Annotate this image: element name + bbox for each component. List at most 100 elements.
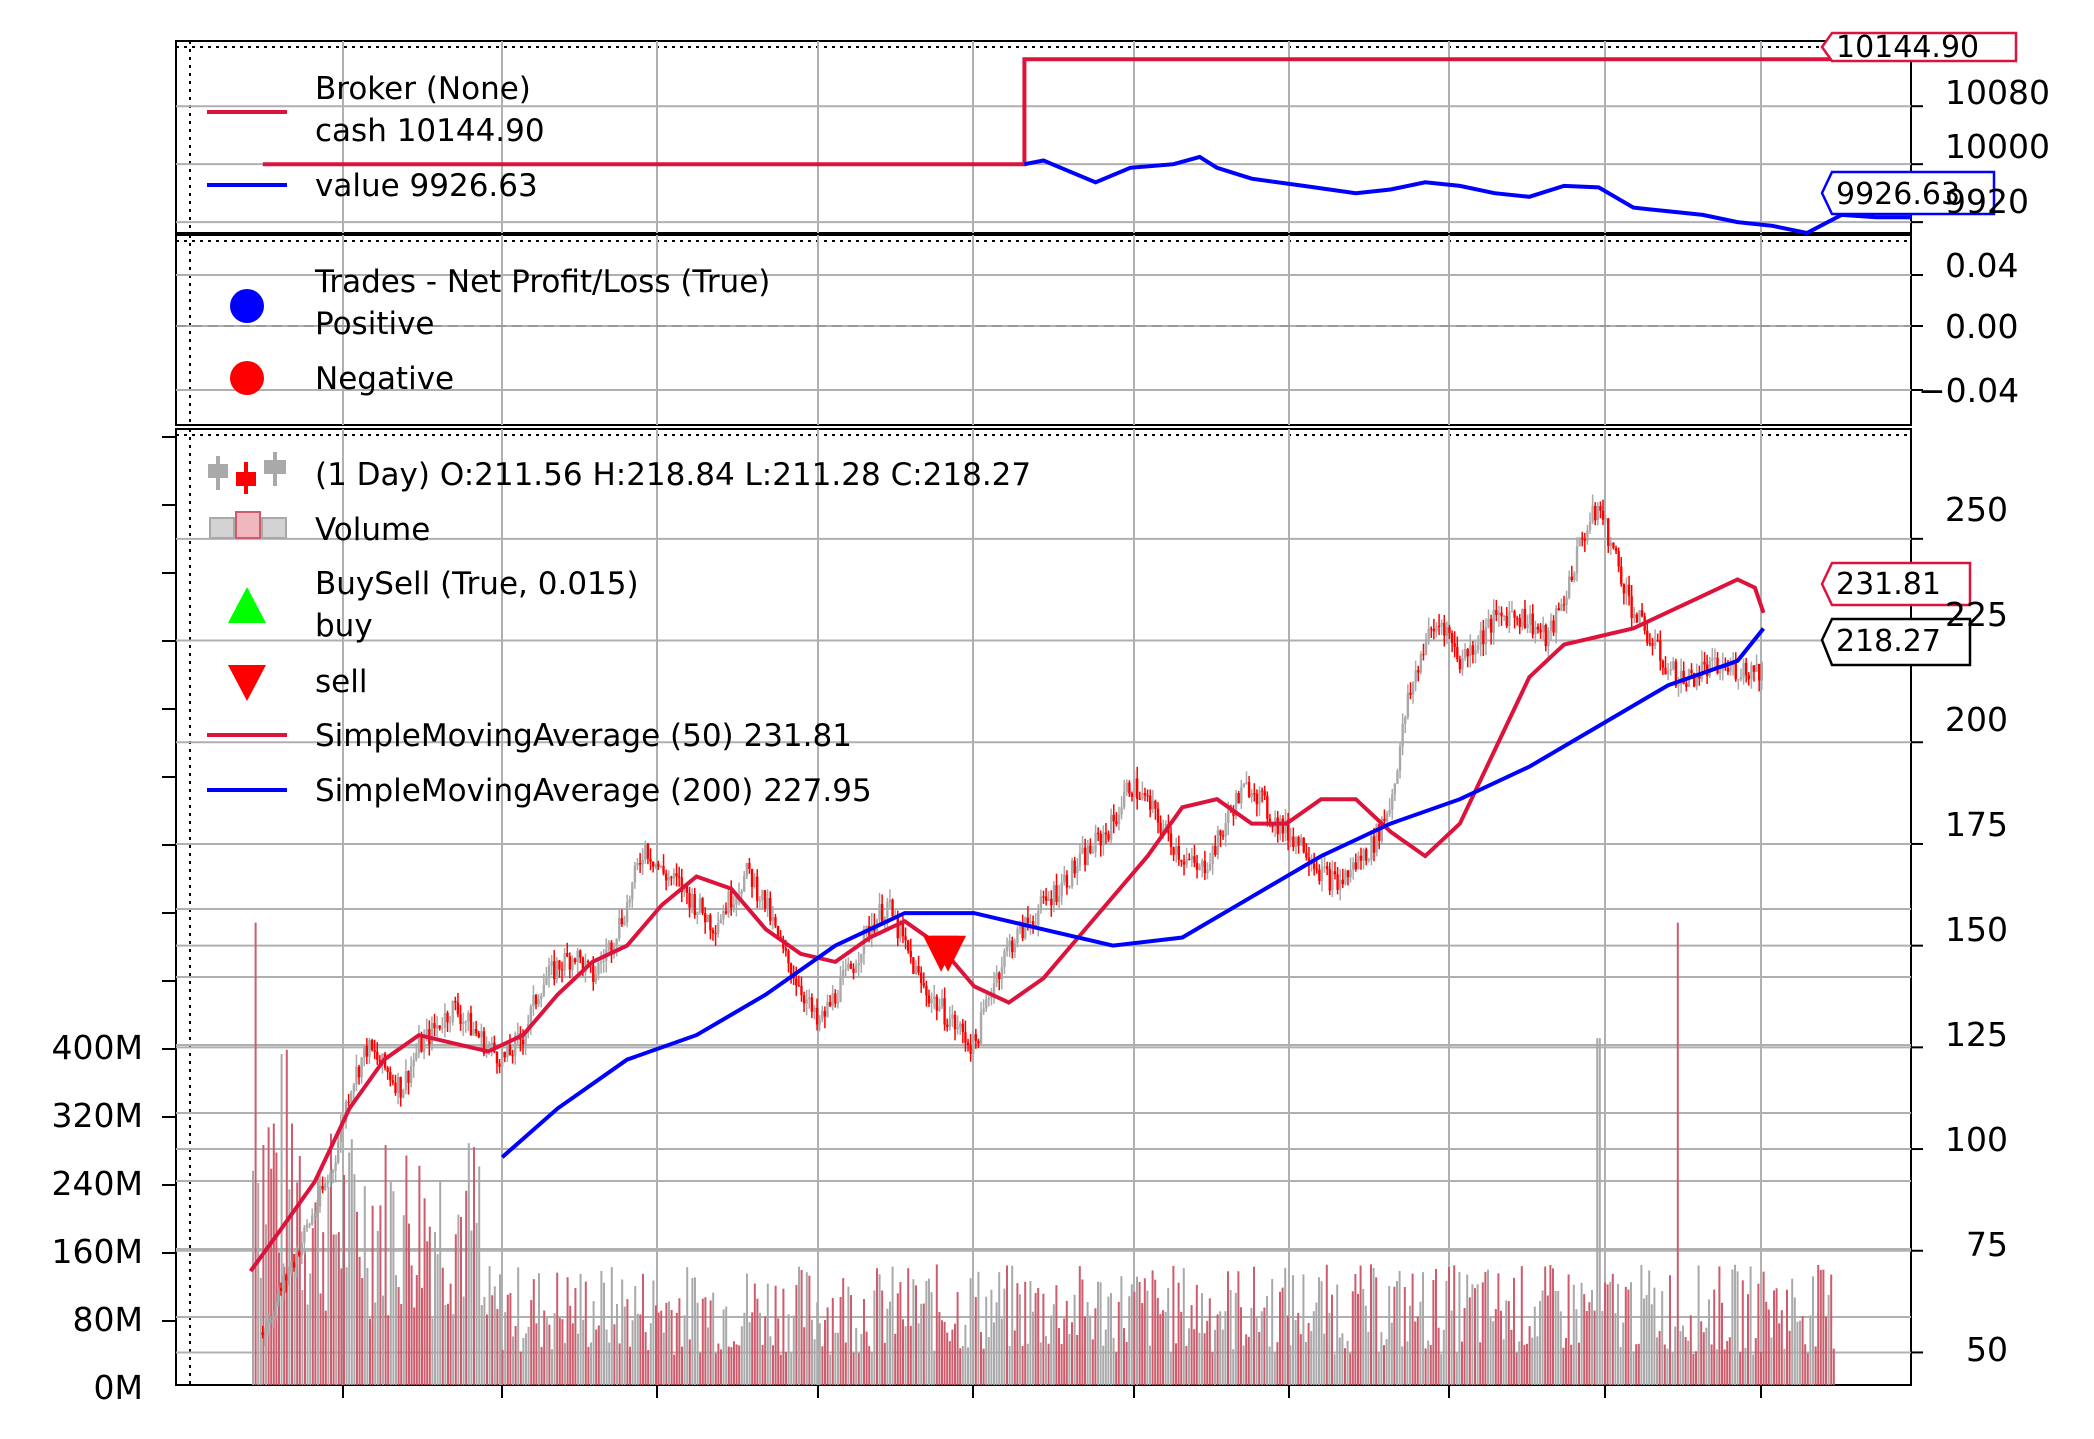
volume-bar <box>1151 1270 1154 1385</box>
candle-body <box>1739 677 1743 680</box>
volume-bar <box>1271 1279 1274 1385</box>
volume-bar <box>561 1319 564 1385</box>
volume-bar <box>1396 1281 1398 1385</box>
candle-body <box>631 882 634 900</box>
candle-body <box>935 996 938 1011</box>
volume-ytick-label: 320M <box>52 1096 143 1135</box>
volume-bar <box>1442 1329 1445 1385</box>
candle-body <box>940 998 944 1007</box>
candle-body <box>1692 672 1696 687</box>
candle-body <box>1325 866 1329 870</box>
volume-bar <box>686 1267 689 1385</box>
candle-body <box>422 1036 426 1052</box>
volume-bar <box>1528 1326 1531 1385</box>
volume-bar <box>670 1309 673 1385</box>
volume-bar <box>1770 1337 1773 1385</box>
candle-body <box>719 919 722 924</box>
candle-body <box>1484 627 1488 645</box>
volume-bar <box>933 1350 936 1385</box>
volume-bar <box>1024 1281 1027 1385</box>
candle-body <box>1664 667 1667 675</box>
volume-bar <box>636 1313 639 1385</box>
candle-body <box>1427 628 1430 641</box>
candle-body <box>402 1089 405 1098</box>
volume-bar <box>1596 1038 1599 1385</box>
candle-body <box>277 1288 280 1302</box>
volume-ytick-label: 80M <box>73 1300 143 1339</box>
candle-body <box>1323 866 1326 868</box>
candle-body <box>1539 629 1542 633</box>
volume-bar <box>1627 1289 1630 1385</box>
volume-bar <box>1819 1270 1822 1385</box>
candle-body <box>992 982 996 996</box>
volume-bar <box>366 1267 369 1385</box>
volume-bar <box>618 1343 621 1385</box>
candle-body <box>537 999 540 1005</box>
volume-bar <box>584 1281 587 1385</box>
candle-body <box>448 1021 452 1023</box>
candle-body <box>1578 537 1581 547</box>
candle-body <box>1312 863 1316 869</box>
candle-body <box>391 1080 395 1083</box>
candle-body <box>1057 896 1061 902</box>
trades-legend-title: Trades - Net Profit/Loss (True) <box>314 264 770 300</box>
volume-bar <box>1195 1284 1198 1385</box>
volume-bar <box>1611 1273 1614 1385</box>
volume-bar <box>1489 1317 1492 1385</box>
ohlc-legend-swatch <box>208 452 286 494</box>
candle-body <box>511 1055 514 1057</box>
price-ytick-label: 250 <box>1945 490 2008 529</box>
volume-bar <box>1666 1348 1669 1385</box>
candle-body <box>1050 898 1053 906</box>
candle-body <box>573 958 577 963</box>
volume-bar <box>1793 1297 1796 1385</box>
volume-bar <box>1362 1288 1365 1385</box>
volume-bar <box>587 1346 590 1385</box>
candle-body <box>1604 518 1607 520</box>
sma200-line <box>500 627 1766 1159</box>
candle-body <box>1070 860 1074 887</box>
candle-body <box>625 902 629 923</box>
volume-bar <box>387 1315 390 1385</box>
sell-legend-marker <box>228 665 266 701</box>
candle-body <box>1640 610 1644 617</box>
candle-body <box>1021 922 1024 939</box>
volume-bar <box>1255 1316 1258 1385</box>
candle-body <box>1146 795 1149 797</box>
candle-body <box>1162 828 1165 833</box>
candle-body <box>1117 814 1121 825</box>
volume-bar <box>1401 1346 1404 1385</box>
candle-body <box>776 925 780 937</box>
volume-bar <box>795 1284 798 1385</box>
volume-bar <box>907 1268 910 1385</box>
candle-body <box>1565 597 1568 605</box>
candle-body <box>295 1252 298 1268</box>
volume-bar <box>1305 1341 1307 1385</box>
candle-body <box>461 1021 465 1025</box>
volume-bar <box>1598 1038 1601 1385</box>
volume-bar <box>1177 1282 1180 1385</box>
volume-bar <box>322 1232 325 1385</box>
volume-bar <box>1258 1331 1261 1385</box>
volume-bar <box>1029 1281 1032 1385</box>
volume-bar <box>891 1266 894 1385</box>
volume-bar <box>363 1186 366 1385</box>
candle-body <box>815 1007 819 1025</box>
candle-body <box>1208 863 1212 870</box>
volume-bar <box>1279 1291 1281 1385</box>
volume-bar <box>642 1273 644 1385</box>
candle-body <box>724 911 728 914</box>
candle-body <box>930 998 933 1004</box>
volume-bar <box>543 1310 546 1385</box>
volume-bar <box>696 1302 699 1385</box>
volume-bar <box>1263 1307 1266 1385</box>
price-ytick-label: 175 <box>1945 805 2008 844</box>
volume-bar <box>909 1325 912 1385</box>
volume-bar <box>1219 1311 1222 1385</box>
candle-body <box>1276 817 1279 835</box>
volume-bar <box>1736 1271 1739 1385</box>
volume-bar <box>894 1333 897 1385</box>
candle-body <box>441 1027 444 1029</box>
candle-body <box>748 862 751 870</box>
volume-bar <box>870 1351 873 1385</box>
